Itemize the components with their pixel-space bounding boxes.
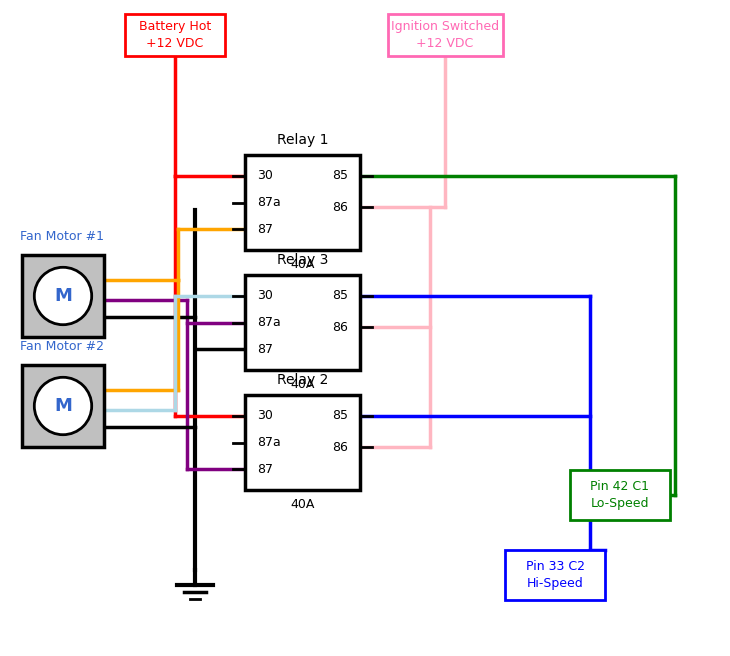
Text: 87a: 87a — [257, 196, 281, 209]
Bar — [245, 155, 360, 250]
Text: 86: 86 — [332, 201, 348, 214]
Text: Battery Hot
+12 VDC: Battery Hot +12 VDC — [139, 20, 211, 50]
FancyBboxPatch shape — [125, 14, 225, 56]
Text: 86: 86 — [332, 321, 348, 334]
FancyBboxPatch shape — [570, 470, 670, 520]
Bar — [245, 275, 360, 370]
Text: 85: 85 — [332, 409, 348, 422]
Text: 30: 30 — [257, 289, 273, 302]
Bar — [245, 395, 360, 490]
Text: 85: 85 — [332, 289, 348, 302]
Text: 87: 87 — [257, 342, 273, 356]
Text: Fan Motor #1: Fan Motor #1 — [20, 230, 104, 243]
Text: 87: 87 — [257, 462, 273, 476]
Text: Relay 3: Relay 3 — [277, 253, 328, 267]
Text: Relay 1: Relay 1 — [277, 133, 328, 147]
Bar — [22, 365, 104, 447]
Text: 40A: 40A — [291, 378, 315, 391]
Text: 40A: 40A — [291, 498, 315, 511]
FancyBboxPatch shape — [388, 14, 502, 56]
Text: Pin 42 C1
Lo-Speed: Pin 42 C1 Lo-Speed — [591, 480, 650, 510]
Text: 85: 85 — [332, 169, 348, 182]
Text: 86: 86 — [332, 441, 348, 454]
Text: 40A: 40A — [291, 258, 315, 271]
FancyBboxPatch shape — [505, 550, 605, 600]
Text: Relay 2: Relay 2 — [277, 373, 328, 387]
Text: Pin 33 C2
Hi-Speed: Pin 33 C2 Hi-Speed — [526, 560, 585, 590]
Text: 87a: 87a — [257, 436, 281, 449]
Text: 87a: 87a — [257, 316, 281, 329]
Text: 87: 87 — [257, 222, 273, 236]
Text: 30: 30 — [257, 409, 273, 422]
Text: M: M — [54, 287, 72, 305]
Text: 30: 30 — [257, 169, 273, 182]
Text: Fan Motor #2: Fan Motor #2 — [20, 340, 104, 353]
Text: Ignition Switched
+12 VDC: Ignition Switched +12 VDC — [391, 20, 499, 50]
Bar — [22, 255, 104, 337]
Text: M: M — [54, 397, 72, 415]
Circle shape — [34, 267, 92, 325]
Circle shape — [34, 377, 92, 435]
